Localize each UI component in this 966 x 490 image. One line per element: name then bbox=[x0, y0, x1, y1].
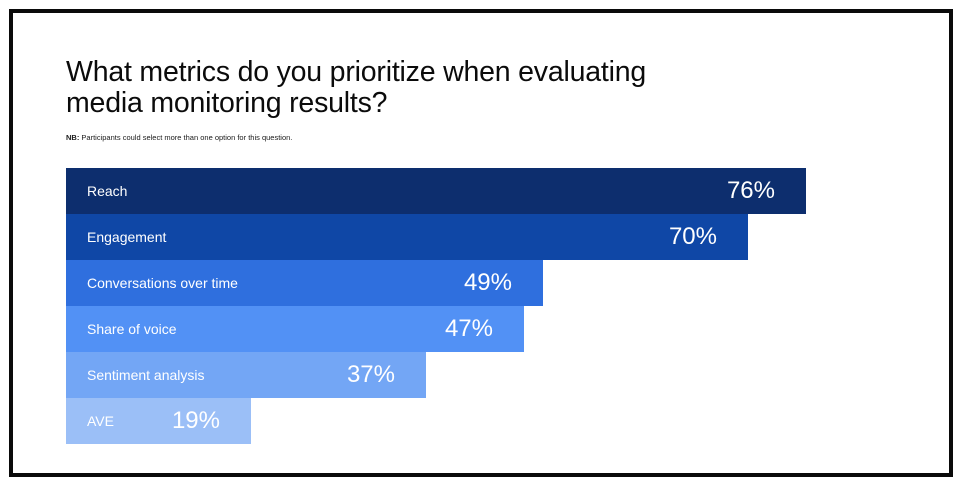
bar-value-label: 37% bbox=[346, 361, 395, 388]
bar-label: Reach bbox=[87, 183, 128, 199]
bar-value-label: 70% bbox=[668, 223, 717, 250]
bar-value-label: 49% bbox=[463, 269, 512, 296]
bar-value-label: 76% bbox=[726, 177, 775, 204]
bar-label: Share of voice bbox=[87, 321, 177, 337]
bar-sentiment-analysis: Sentiment analysis 37% bbox=[66, 352, 426, 398]
bar-value-label: 19% bbox=[171, 407, 220, 434]
chart-title: What metrics do you prioritize when eval… bbox=[66, 56, 647, 119]
chart-frame: What metrics do you prioritize when eval… bbox=[9, 9, 953, 477]
bar-label: AVE bbox=[87, 413, 114, 429]
bar-conversations-over-time: Conversations over time 49% bbox=[66, 260, 543, 306]
bar-chart: Reach 76% Engagement 70% Conversations over … bbox=[66, 168, 806, 448]
bar-share-of-voice: Share of voice 47% bbox=[66, 306, 524, 352]
bar-ave: AVE 19% bbox=[66, 398, 251, 444]
bar-value-label: 47% bbox=[444, 315, 493, 342]
bar-label: Engagement bbox=[87, 229, 167, 245]
chart-note: NB: Participants could select more than … bbox=[66, 133, 292, 142]
note-text: Participants could select more than one … bbox=[79, 133, 293, 142]
bar-engagement: Engagement 70% bbox=[66, 214, 748, 260]
bar-label: Sentiment analysis bbox=[87, 367, 205, 383]
bar-label: Conversations over time bbox=[87, 275, 238, 291]
note-lead: NB: bbox=[66, 133, 80, 142]
bar-reach: Reach 76% bbox=[66, 168, 806, 214]
